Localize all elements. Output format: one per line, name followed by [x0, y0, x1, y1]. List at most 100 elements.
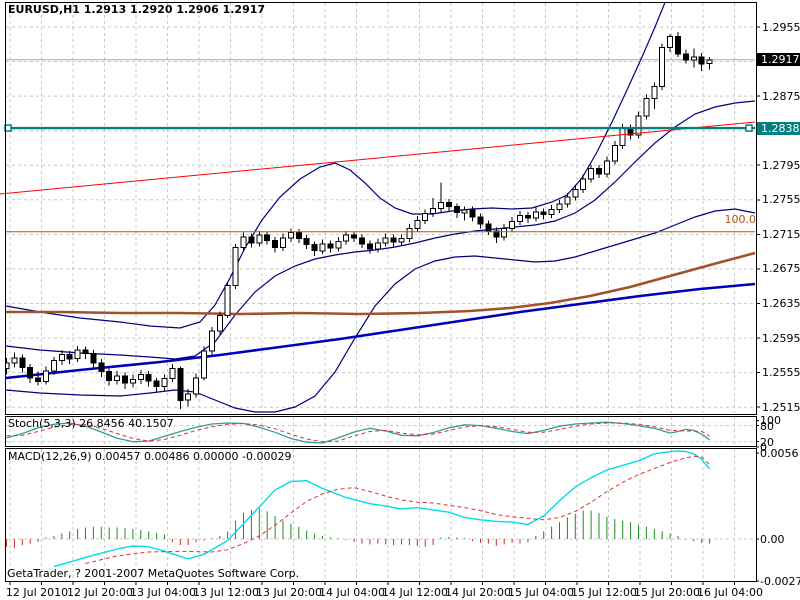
candle-body — [422, 213, 429, 222]
price-axis-label: 1.2795 — [762, 159, 800, 172]
candle-body — [5, 362, 10, 369]
candle-body — [58, 354, 65, 361]
candle-body — [43, 370, 49, 382]
candle-body — [335, 240, 342, 249]
candle-body — [122, 375, 128, 384]
candle-body — [153, 380, 160, 387]
candle-body — [382, 237, 389, 244]
candle-body — [74, 349, 81, 360]
candle-body — [651, 86, 658, 100]
candle-body — [35, 377, 42, 382]
time-axis-label: 12 Jul 2010 — [5, 586, 69, 599]
candle-body — [145, 373, 152, 382]
candle-body — [264, 234, 271, 241]
macd-signal-line — [85, 455, 710, 564]
hline-price-badge: 1.2838 — [757, 122, 800, 135]
candle-body — [185, 393, 192, 401]
candle-body — [611, 144, 618, 162]
candle-body — [643, 98, 650, 117]
trendline[interactable] — [0, 121, 756, 195]
drawn-objects-layer[interactable] — [0, 121, 756, 233]
candle-body — [272, 239, 279, 248]
time-axis-label: 15 Jul 04:00 — [508, 586, 574, 599]
candle-body — [390, 237, 397, 243]
panel-frame — [5, 448, 757, 582]
candle-body — [287, 232, 294, 239]
candle-body — [366, 243, 373, 250]
candle-body — [11, 357, 18, 364]
macd-layer — [6, 450, 711, 568]
candle-body — [295, 232, 302, 240]
price-axis-label: 1.2715 — [762, 228, 800, 241]
price-axis-label: 1.2955 — [762, 21, 800, 34]
price-axis-label: 1.2515 — [762, 401, 800, 414]
macd-scale-label: -0.00274 — [760, 575, 800, 588]
time-axis-label: 13 Jul 12:00 — [193, 586, 259, 599]
stoch-scale-label: 0 — [760, 441, 767, 454]
candle-body — [343, 234, 350, 242]
time-axis-label: 13 Jul 20:00 — [256, 586, 322, 599]
price-axis-label: 1.2555 — [762, 366, 800, 379]
hline-handle[interactable] — [745, 124, 753, 132]
candle-body — [280, 237, 286, 248]
price-axis-label: 1.2875 — [762, 90, 800, 103]
candle-body — [256, 234, 263, 244]
candle-body — [603, 160, 610, 175]
candle-body — [501, 227, 508, 238]
candle-body — [635, 115, 642, 136]
time-axis-label: 16 Jul 04:00 — [697, 586, 763, 599]
bollinger-lower — [5, 208, 756, 413]
price-axis-label: 1.2595 — [762, 332, 800, 345]
candle-body — [303, 238, 310, 246]
candle-body — [398, 238, 405, 243]
candles-layer — [5, 32, 713, 409]
bollinger-upper — [5, 2, 666, 329]
candle-body — [201, 350, 207, 379]
candle-body — [98, 362, 105, 373]
candle-body — [129, 379, 136, 384]
candle-body — [477, 216, 484, 225]
candle-body — [208, 330, 215, 352]
candle-body — [114, 375, 121, 381]
candle-body — [588, 168, 595, 180]
candle-body — [596, 168, 602, 175]
candle-body — [90, 353, 97, 364]
candle-body — [556, 203, 563, 210]
candle-body — [232, 246, 239, 286]
panel-frames — [5, 2, 760, 585]
time-axis-label: 15 Jul 12:00 — [571, 586, 637, 599]
chart-title-ohlc: EURUSD,H1 1.2913 1.2920 1.2906 1.2917 — [8, 3, 266, 16]
candle-body — [240, 236, 247, 248]
ma-blue-thick — [5, 282, 756, 380]
ma-brown-thick — [6, 251, 756, 316]
candle-body — [374, 242, 381, 250]
time-axis-label: 14 Jul 20:00 — [445, 586, 511, 599]
candle-body — [27, 366, 34, 379]
candle-body — [469, 209, 476, 218]
candle-body — [327, 243, 334, 249]
stoch-main-line — [6, 421, 710, 444]
macd-main-line — [53, 450, 711, 568]
candle-body — [675, 36, 681, 55]
candle-body — [564, 196, 571, 205]
stochastic-indicator-label: Stoch(5,3,3) 26.8456 40.1507 — [8, 417, 174, 430]
candle-body — [532, 211, 539, 219]
time-axis-label: 14 Jul 12:00 — [382, 586, 448, 599]
candle-body — [580, 178, 587, 191]
candle-body — [667, 36, 674, 49]
candle-body — [82, 349, 89, 355]
price-axis-label: 1.2635 — [762, 297, 800, 310]
candle-body — [682, 53, 689, 61]
candle-body — [706, 59, 713, 64]
candle-body — [193, 377, 200, 395]
candle-body — [359, 237, 365, 245]
candle-body — [698, 56, 705, 65]
time-axis-label: 14 Jul 04:00 — [319, 586, 385, 599]
candle-body — [659, 47, 666, 88]
candle-body — [311, 244, 318, 252]
candle-body — [509, 220, 516, 229]
candle-body — [224, 284, 231, 316]
candle-body — [438, 201, 444, 209]
fib-level-label: 100.0 — [724, 213, 757, 226]
